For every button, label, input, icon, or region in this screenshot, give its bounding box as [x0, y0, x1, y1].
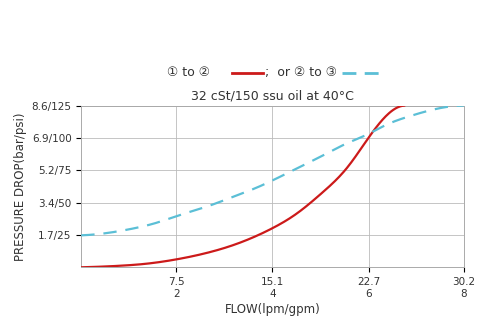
Text: 32 cSt/150 ssu oil at 40°C: 32 cSt/150 ssu oil at 40°C: [191, 89, 354, 102]
Text: ① to ②: ① to ②: [167, 66, 210, 79]
Y-axis label: PRESSURE DROP(bar/psi): PRESSURE DROP(bar/psi): [14, 112, 27, 261]
Text: ;  or ② to ③: ; or ② to ③: [265, 66, 337, 79]
X-axis label: FLOW(lpm/gpm): FLOW(lpm/gpm): [225, 303, 320, 316]
